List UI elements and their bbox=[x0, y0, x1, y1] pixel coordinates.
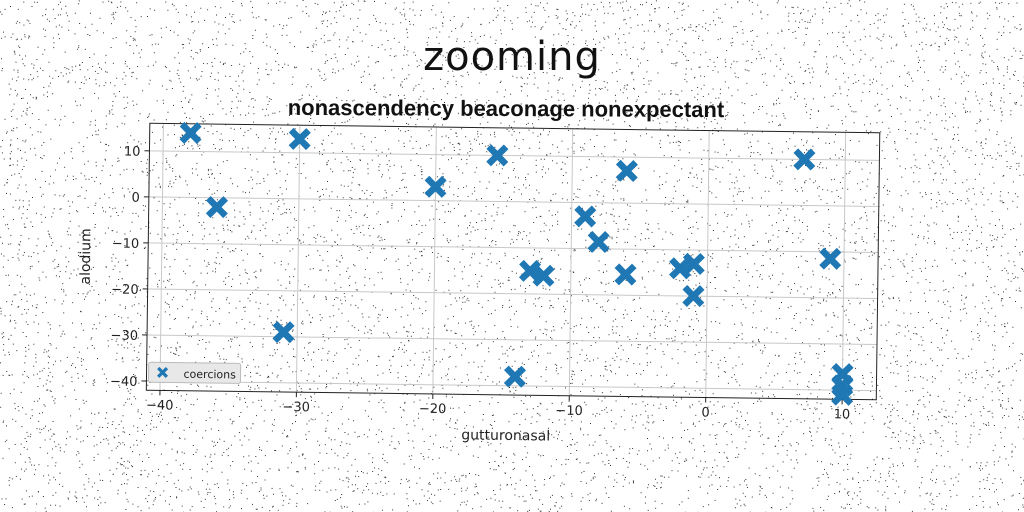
data-point bbox=[615, 159, 638, 182]
data-point bbox=[272, 321, 295, 344]
legend-box bbox=[147, 361, 242, 384]
data-point bbox=[574, 205, 597, 228]
x-gridline bbox=[295, 125, 301, 393]
y-axis-label: alodium bbox=[78, 228, 95, 285]
y-tick-label: −10 bbox=[112, 236, 140, 251]
data-point bbox=[614, 263, 637, 286]
legend-marker-icon bbox=[157, 366, 169, 378]
y-gridline bbox=[146, 380, 877, 392]
data-point bbox=[668, 257, 692, 280]
legend: coercions bbox=[147, 361, 242, 384]
x-gridline bbox=[568, 128, 574, 396]
data-point bbox=[831, 383, 854, 406]
data-point bbox=[518, 259, 542, 283]
y-gridline bbox=[148, 196, 879, 207]
data-point bbox=[819, 247, 842, 270]
legend-marker-shape bbox=[157, 366, 169, 378]
x-axis-label: gutturonasal bbox=[461, 427, 550, 444]
data-point bbox=[205, 195, 229, 219]
x-tick-label: −40 bbox=[146, 398, 174, 413]
y-gridline bbox=[149, 150, 880, 161]
y-tick-label: 10 bbox=[124, 145, 141, 160]
y-gridline bbox=[147, 288, 878, 300]
y-gridline bbox=[147, 334, 877, 346]
y-gridline bbox=[148, 242, 879, 253]
y-tick-label: −30 bbox=[111, 329, 139, 344]
x-tick-label: −30 bbox=[282, 400, 310, 415]
grid bbox=[146, 123, 880, 400]
data-point bbox=[486, 144, 509, 167]
x-gridline bbox=[432, 126, 437, 394]
data-point bbox=[503, 365, 527, 388]
data-point bbox=[179, 121, 202, 145]
x-tick-label: −10 bbox=[555, 404, 583, 419]
data-point bbox=[587, 230, 610, 254]
plot-area-frame bbox=[145, 122, 881, 401]
data-points bbox=[179, 121, 854, 406]
x-tick-label: 10 bbox=[834, 407, 851, 422]
x-tick-label: 0 bbox=[701, 405, 709, 420]
y-tick-label: 0 bbox=[131, 191, 139, 206]
y-tick-label: −40 bbox=[110, 375, 138, 390]
data-point bbox=[793, 148, 816, 171]
chart-title: zooming bbox=[423, 34, 601, 80]
legend-label: coercions bbox=[183, 368, 236, 382]
data-point bbox=[532, 264, 555, 287]
data-point bbox=[288, 127, 311, 151]
data-point bbox=[424, 175, 447, 198]
y-tick-label: −20 bbox=[111, 282, 139, 297]
axis-ticks: −40 −30 −20 −10 0 10 10 0 −10 −20 −30 −40 bbox=[110, 145, 851, 423]
x-tick-label: −20 bbox=[419, 402, 447, 417]
data-point bbox=[682, 284, 705, 308]
x-gridline bbox=[841, 132, 847, 400]
x-gridline bbox=[159, 123, 164, 391]
x-gridline bbox=[705, 130, 710, 398]
data-point bbox=[682, 252, 705, 275]
